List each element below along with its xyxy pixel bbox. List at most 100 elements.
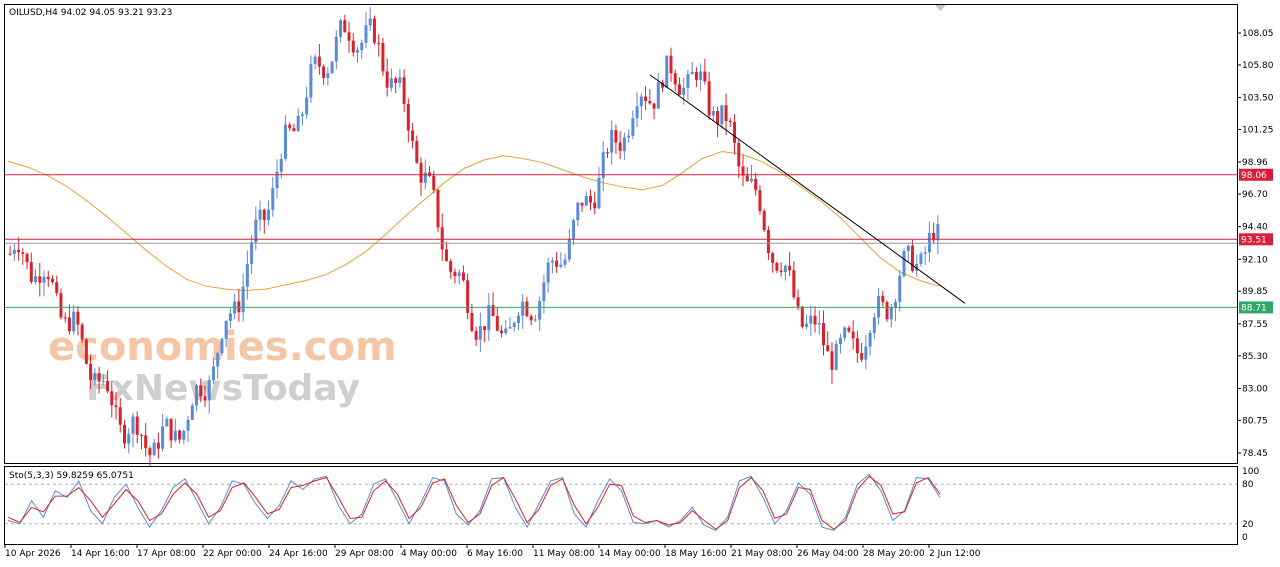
horizontal-levels: 98.06 93.51 88.71 xyxy=(5,168,1273,314)
candle-body xyxy=(326,73,330,78)
candle-body xyxy=(144,435,148,449)
stochastic-oscillator: 100 80 20 0 xyxy=(5,467,1259,543)
sto-d-line xyxy=(7,475,941,530)
stochastic-frame xyxy=(4,466,1238,545)
trendline[interactable] xyxy=(649,74,966,304)
candle-body xyxy=(741,166,745,176)
candle-body xyxy=(178,430,182,440)
candle-body xyxy=(910,245,914,271)
y-tick-label: 92.10 xyxy=(1242,255,1268,265)
candle-body xyxy=(927,232,931,253)
moving-average-line xyxy=(7,150,941,292)
candle-body xyxy=(885,302,889,320)
x-tick-label: 2 Jun 12:00 xyxy=(929,549,981,559)
candle-body xyxy=(580,202,584,206)
candle-body xyxy=(444,249,448,262)
candle-body xyxy=(877,295,881,318)
candle-body xyxy=(550,260,554,263)
chart-shift-marker-icon[interactable] xyxy=(935,5,946,11)
y-tick-label: 85.30 xyxy=(1242,352,1268,362)
y-tick-label: 78.45 xyxy=(1242,449,1268,459)
candle-body xyxy=(703,71,707,82)
candle-body xyxy=(199,385,203,397)
candle-body xyxy=(855,338,859,354)
candle-body xyxy=(195,385,199,406)
candle-body xyxy=(555,260,559,267)
candle-body xyxy=(699,71,703,80)
candle-body xyxy=(245,263,249,287)
candle-body xyxy=(762,211,766,231)
candle-body xyxy=(889,307,893,320)
candle-body xyxy=(135,416,139,435)
candle-body xyxy=(796,297,800,307)
candle-body xyxy=(529,316,533,321)
candle-body xyxy=(385,71,389,88)
x-tick-label: 14 Apr 16:00 xyxy=(71,549,130,559)
candle-body xyxy=(296,115,300,132)
candle-body xyxy=(330,61,334,74)
candle-body xyxy=(631,118,635,136)
candle-body xyxy=(84,339,88,364)
candle-body xyxy=(483,326,487,331)
candle-body xyxy=(63,317,67,319)
candle-body xyxy=(508,326,512,329)
candle-body xyxy=(449,261,453,272)
candle-body xyxy=(618,142,622,151)
candle-body xyxy=(605,152,609,154)
x-tick-label: 17 Apr 08:00 xyxy=(137,549,196,559)
candle-body xyxy=(322,66,326,78)
candle-body xyxy=(686,74,690,88)
candle-body xyxy=(525,301,529,317)
candle-body xyxy=(711,110,715,116)
candle-body xyxy=(834,343,838,370)
candle-body xyxy=(351,40,355,53)
resistance-price-tag xyxy=(1239,168,1273,181)
candle-body xyxy=(677,84,681,95)
candle-body xyxy=(228,313,232,321)
main-chart-frame xyxy=(4,4,1238,464)
candle-body xyxy=(601,152,605,178)
candle-body xyxy=(89,363,93,380)
price-axis: 108.05 105.80 103.50 101.25 98.96 96.70 94.40 9… xyxy=(1237,29,1274,459)
candle-body xyxy=(779,270,783,272)
candle-body xyxy=(267,209,271,220)
candle-body xyxy=(339,20,343,37)
candle-body xyxy=(203,396,207,401)
candle-body xyxy=(436,189,440,228)
candle-body xyxy=(652,103,656,109)
time-axis: 10 Apr 2026 14 Apr 16:00 17 Apr 08:00 22 Ap… xyxy=(4,544,981,559)
candle-body xyxy=(106,380,110,392)
candle-body xyxy=(783,265,787,272)
candle-body xyxy=(127,433,131,444)
candle-body xyxy=(317,56,321,67)
resistance-price-label: 98.06 xyxy=(1241,171,1267,181)
candle-body xyxy=(292,128,296,132)
candle-body xyxy=(190,405,194,420)
candle-body xyxy=(394,78,398,83)
candle-body xyxy=(915,263,919,271)
x-tick-label: 24 Apr 16:00 xyxy=(269,549,328,559)
candle-body xyxy=(830,351,834,370)
candle-body xyxy=(809,315,813,324)
candle-body xyxy=(665,55,669,88)
support-price-tag xyxy=(1239,301,1273,314)
candle-body xyxy=(500,330,504,334)
y-tick-label: 105.80 xyxy=(1242,61,1274,71)
y-tick-label: 87.55 xyxy=(1242,320,1268,330)
candle-body xyxy=(80,324,84,340)
candle-body xyxy=(644,96,648,102)
candle-body xyxy=(411,130,415,141)
candle-body xyxy=(720,105,724,125)
candle-body xyxy=(614,130,618,143)
candle-body xyxy=(894,302,898,308)
candle-body xyxy=(576,202,580,221)
candle-body xyxy=(817,322,821,325)
candle-body xyxy=(906,245,910,252)
candle-body xyxy=(131,416,135,434)
candle-body xyxy=(419,162,423,183)
candle-body xyxy=(381,43,385,72)
candle-body xyxy=(21,252,25,254)
candle-body xyxy=(542,282,546,302)
